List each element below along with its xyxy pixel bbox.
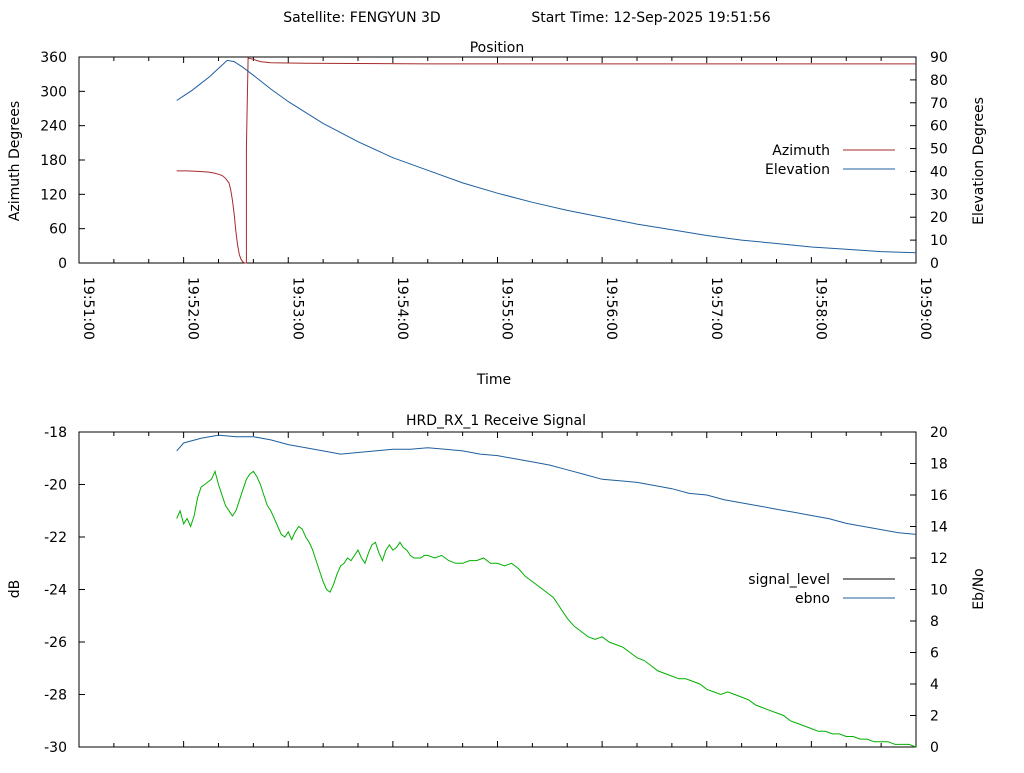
x-tick-label: 19:52:00: [185, 277, 201, 340]
y2-tick-label: 90: [930, 50, 948, 66]
y-tick-label: 0: [58, 256, 67, 272]
y2-tick-label: 30: [930, 187, 948, 203]
x-tick-label: 19:58:00: [812, 277, 828, 340]
y-tick-label: -20: [44, 478, 67, 494]
time-axis-label: Time: [476, 372, 511, 388]
y-tick-label: 60: [49, 222, 67, 238]
y2-tick-label: 16: [930, 488, 948, 504]
signal-series-line: [176, 469, 917, 748]
x-tick-label: 19:57:00: [708, 277, 724, 340]
y2-tick-label: 4: [930, 677, 939, 693]
x-tick-label: 19:55:00: [499, 277, 515, 340]
y2-tick-label: 12: [930, 551, 948, 567]
y2-tick-label: 10: [930, 583, 948, 599]
ebno-series-line: [176, 434, 917, 535]
y2-tick-label: 20: [930, 425, 948, 441]
y-tick-label: 180: [40, 153, 67, 169]
db-axis-label: dB: [7, 580, 23, 599]
y-tick-label: -28: [44, 688, 67, 704]
y2-tick-label: 6: [930, 646, 939, 662]
y2-tick-label: 2: [930, 709, 939, 725]
legend-label: ebno: [795, 591, 830, 607]
y-tick-label: 240: [40, 119, 67, 135]
y2-tick-label: 60: [930, 119, 948, 135]
y-tick-label: -26: [44, 635, 67, 651]
y2-tick-label: 70: [930, 96, 948, 112]
y-tick-label: 360: [40, 50, 67, 66]
y2-tick-label: 0: [930, 256, 939, 272]
legend-label: signal_level: [748, 572, 830, 588]
start-time-label: Start Time: 12-Sep-2025 19:51:56: [531, 10, 770, 26]
position-plot-title: Position: [470, 40, 525, 56]
x-tick-label: 19:59:00: [917, 277, 933, 340]
plot-frame: [78, 431, 917, 748]
legend-label: Elevation: [765, 162, 830, 178]
y2-tick-label: 80: [930, 73, 948, 89]
y2-tick-label: 8: [930, 614, 939, 630]
y-tick-label: 120: [40, 187, 67, 203]
y2-tick-label: 18: [930, 457, 948, 473]
y2-tick-label: 40: [930, 164, 948, 180]
Azimuth-series-line: [176, 57, 916, 264]
ebno-axis-label: Eb/No: [971, 568, 987, 610]
plot-frame: [78, 56, 917, 264]
y2-tick-label: 50: [930, 142, 948, 158]
y-tick-label: -18: [44, 425, 67, 441]
y-tick-label: -22: [44, 530, 67, 546]
satellite-label: Satellite: FENGYUN 3D: [283, 10, 440, 26]
receive-signal-plot-title: HRD_RX_1 Receive Signal: [406, 413, 586, 429]
y-tick-label: -30: [44, 740, 67, 756]
x-tick-label: 19:51:00: [80, 277, 96, 340]
y2-tick-label: 0: [930, 740, 939, 756]
legend-label: Azimuth: [772, 143, 830, 159]
y2-tick-label: 20: [930, 210, 948, 226]
Elevation-series-line: [176, 59, 917, 254]
x-tick-label: 19:56:00: [603, 277, 619, 340]
receive-signal-plot: HRD_RX_1 Receive Signal dB Eb/No -30 -28 -…: [7, 413, 987, 756]
y-tick-label: 300: [40, 84, 67, 100]
elevation-axis-label: Elevation Degrees: [971, 97, 987, 225]
y2-tick-label: 10: [930, 233, 948, 249]
y-tick-label: -24: [44, 583, 67, 599]
azimuth-axis-label: Azimuth Degrees: [7, 101, 23, 221]
y2-tick-label: 14: [930, 520, 948, 536]
x-tick-label: 19:53:00: [289, 277, 305, 340]
x-tick-label: 19:54:00: [394, 277, 410, 340]
position-plot: Position Azimuth Degrees Elevation Degre…: [7, 40, 987, 388]
